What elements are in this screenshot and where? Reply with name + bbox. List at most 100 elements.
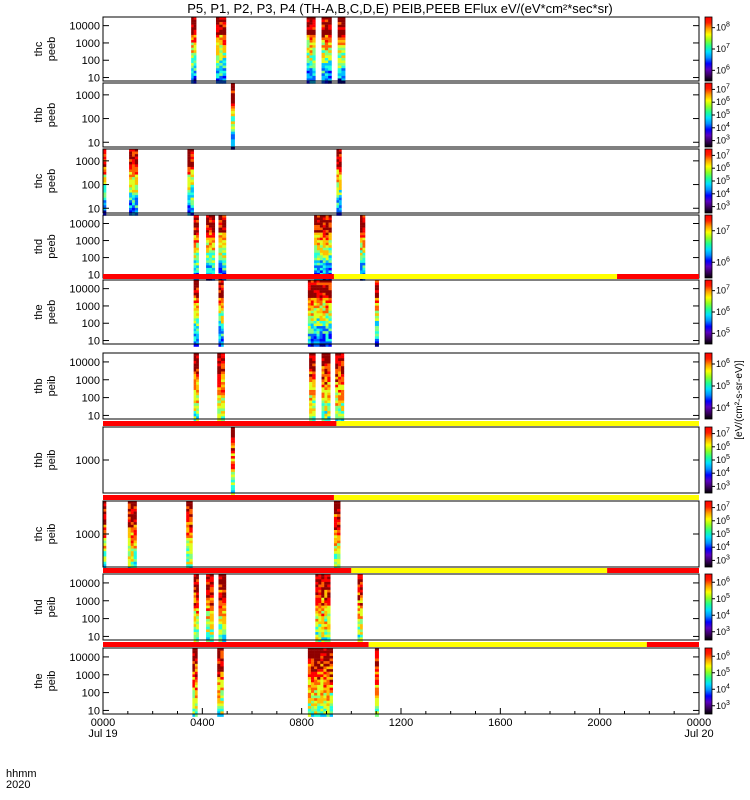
colorbar-tick-label: 105	[716, 380, 730, 391]
data-burst	[316, 280, 332, 347]
panel-thb-peeb: 10 100 1000 thb peeb 103 104 105 106 107	[33, 82, 730, 150]
mode-bar-segment	[103, 642, 369, 647]
mode-bar-segment	[646, 642, 699, 647]
colorbar-tick-label: 105	[716, 109, 730, 120]
panel-thc-peeb: 10 100 1000 thc peeb 103 104 105 106 107	[33, 148, 730, 216]
colorbar-tick-label: 107	[716, 149, 730, 160]
mode-bar-segment	[351, 568, 608, 573]
y-tick-label: 1000	[76, 301, 100, 313]
data-burst	[193, 280, 199, 347]
y-axis-label: thd	[33, 599, 45, 614]
colorbar-label: [eV/(cm²-s-sr-eV)]	[734, 360, 745, 440]
panel-thc-peib: 1000 thc peib 103 104 105 106 107	[33, 495, 730, 570]
mode-bar-segment	[607, 568, 699, 573]
y-axis-label: thb	[33, 452, 45, 467]
colorbar-tick-label: 105	[716, 454, 730, 465]
y-axis-label: thb	[33, 378, 45, 393]
y-tick-label: 1000	[76, 375, 100, 387]
data-burst	[374, 648, 379, 717]
panel-frame	[102, 352, 700, 420]
y-tick-label: 10	[88, 270, 100, 282]
panel-frame	[102, 82, 700, 148]
y-axis-label: thb	[33, 107, 45, 122]
data-burst	[374, 280, 379, 347]
data-burst	[206, 215, 216, 281]
y-tick-label: 10000	[69, 284, 100, 296]
data-burst	[309, 353, 316, 422]
data-burst	[360, 215, 366, 281]
data-burst	[206, 574, 214, 643]
colorbar-tick-label: 106	[716, 650, 730, 661]
colorbar-tick-label: 106	[716, 576, 730, 587]
colorbar	[704, 279, 713, 345]
y-tick-label: 100	[82, 688, 100, 700]
y-tick-label: 100	[82, 253, 100, 265]
data-burst	[193, 574, 199, 643]
y-tick-label: 100	[82, 318, 100, 330]
colorbar-tick-label: 104	[716, 402, 730, 413]
colorbar-tick-label: 106	[716, 358, 730, 369]
data-burst	[127, 501, 137, 570]
y-tick-label: 100	[82, 614, 100, 626]
colorbar	[704, 16, 713, 82]
colorbar-tick-label: 105	[716, 175, 730, 186]
data-burst	[191, 17, 197, 84]
data-burst	[218, 280, 224, 347]
data-burst	[193, 215, 199, 281]
data-burst	[129, 149, 139, 216]
colorbar-tick-label: 107	[716, 428, 730, 439]
colorbar-tick-label: 106	[716, 162, 730, 173]
data-burst	[186, 501, 193, 570]
y-axis-label: the	[33, 673, 45, 688]
mode-bar-segment	[103, 421, 337, 426]
y-axis-label: peib	[46, 671, 58, 692]
data-burst	[218, 215, 227, 281]
y-tick-label: 100	[82, 180, 100, 192]
panel-frame	[102, 279, 700, 345]
y-tick-label: 100	[82, 114, 100, 126]
colorbar-tick-label: 105	[716, 528, 730, 539]
y-tick-label: 10	[88, 73, 100, 85]
data-burst	[314, 215, 332, 281]
y-axis-label: peeb	[46, 37, 58, 61]
mode-bar-segment	[336, 421, 699, 426]
y-tick-label: 1000	[76, 529, 100, 541]
x-tick-label: 0800	[289, 717, 313, 729]
colorbar-tick-label: 104	[716, 188, 730, 199]
data-burst	[103, 501, 107, 570]
data-burst	[357, 574, 363, 643]
y-tick-label: 100	[82, 55, 100, 67]
y-tick-label: 10000	[69, 21, 100, 33]
mode-bar-segment	[333, 274, 618, 279]
data-burst	[321, 353, 331, 422]
data-burst	[215, 17, 227, 84]
data-burst	[333, 501, 341, 570]
y-tick-label: 1000	[76, 38, 100, 50]
data-burst	[337, 17, 346, 84]
y-axis-label: peeb	[46, 234, 58, 258]
colorbar-tick-label: 104	[716, 683, 730, 694]
mode-bar-segment	[333, 495, 699, 500]
y-axis-label: peeb	[46, 300, 58, 324]
panel-thb-peib: 10 100 1000 10000 thb peib 104 105 106	[33, 352, 730, 422]
x-tick-label: 0400	[190, 717, 214, 729]
y-axis-label: peeb	[46, 169, 58, 193]
panel-frame	[102, 573, 700, 641]
y-axis-label: peib	[46, 524, 58, 545]
data-burst	[217, 648, 224, 717]
data-burst	[335, 353, 345, 422]
data-burst	[218, 574, 227, 643]
y-tick-label: 10000	[69, 578, 100, 590]
data-burst	[193, 353, 199, 422]
y-tick-label: 10000	[69, 357, 100, 369]
mode-bar-segment	[103, 568, 352, 573]
mode-bar-segment	[368, 642, 647, 647]
y-tick-label: 1000	[76, 90, 100, 102]
panel-thb-peib: 1000 thb peib 103 104 105 106 107	[33, 421, 730, 496]
colorbar-tick-label: 104	[716, 541, 730, 552]
panel-thd-peib: 10 100 1000 10000 thd peib 103 104 105 106	[33, 568, 730, 643]
panel-thd-peeb: 10 100 1000 10000 thd peeb 106 107	[33, 214, 730, 282]
y-axis-label: peib	[46, 376, 58, 397]
y-tick-label: 10	[88, 705, 100, 717]
